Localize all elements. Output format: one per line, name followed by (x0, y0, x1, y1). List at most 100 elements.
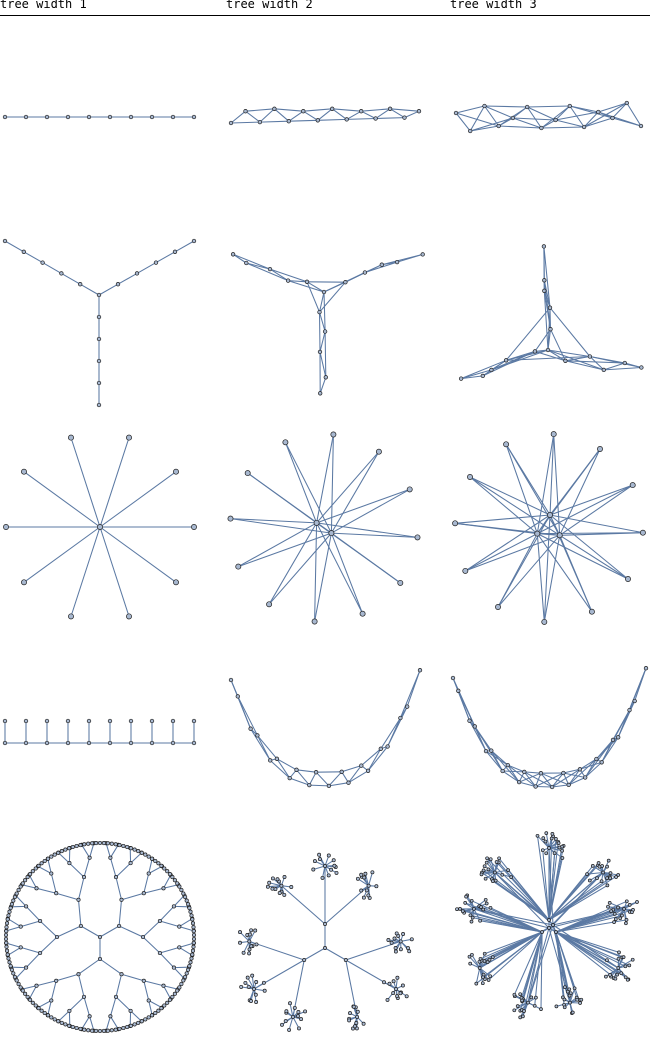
graph-edge (269, 759, 291, 779)
graph-node (562, 997, 567, 1002)
graph-node (608, 973, 612, 977)
graph-node (455, 907, 459, 912)
graph-edge (142, 920, 161, 938)
graph-edge (306, 281, 321, 313)
graph-edge (562, 772, 570, 786)
graph-node (331, 858, 336, 863)
graph-node (635, 900, 639, 904)
graph-edge (316, 451, 380, 524)
graph-edge (115, 996, 132, 1012)
graph-node (506, 868, 510, 872)
graph-node (334, 870, 339, 875)
graph-edge (579, 761, 603, 770)
graph-edge (105, 1015, 111, 1032)
graph-node (249, 928, 254, 933)
graph-node (605, 883, 610, 888)
graph-node (243, 980, 248, 985)
graph-node (14, 891, 19, 896)
graph-node (480, 373, 485, 379)
graph-node (157, 950, 162, 956)
graph-node (153, 260, 159, 265)
graph-edge (548, 837, 553, 921)
graph-edge (634, 667, 647, 702)
graph-node (409, 937, 414, 942)
graph-node (21, 249, 26, 254)
graph-node (117, 843, 122, 848)
graph-node (113, 875, 119, 880)
graph-edge (568, 758, 597, 786)
graph-edge (548, 847, 563, 852)
graph-node (512, 1008, 517, 1013)
graph-node (553, 117, 558, 123)
graph-node (189, 956, 194, 961)
graph-edge (469, 476, 551, 516)
graph-edge (536, 484, 634, 535)
graph-edge (568, 768, 581, 786)
graph-node (267, 266, 273, 272)
graph-node (478, 918, 482, 923)
graph-edge (540, 931, 543, 1010)
graph-edge (248, 929, 256, 942)
graph-edge (562, 772, 586, 779)
graph-node (469, 919, 474, 924)
graph-node (265, 884, 270, 889)
graph-node (521, 1014, 525, 1019)
graph-edge (579, 758, 597, 770)
graph-edge (507, 764, 537, 788)
graph-node (239, 984, 244, 989)
graph-edge (287, 280, 325, 293)
graph-node (76, 897, 81, 902)
graph-edge (490, 750, 520, 783)
graph-edge (547, 349, 591, 358)
graph-node (68, 613, 74, 620)
graph-edge (306, 281, 325, 293)
graph-edge (551, 784, 570, 788)
graph-node (389, 940, 394, 945)
graph-edge (288, 119, 319, 122)
graph-edge (118, 925, 144, 938)
graph-node (490, 955, 495, 960)
graph-edge (155, 251, 176, 264)
graph-edge (545, 832, 550, 849)
graph-edge (555, 914, 623, 933)
graph-node (458, 376, 464, 381)
graph-node (317, 857, 322, 862)
graph-node (190, 952, 195, 957)
graph-edge (559, 534, 629, 580)
graph-node (398, 991, 403, 996)
graph-node (49, 1015, 54, 1020)
graph-node (542, 288, 547, 293)
graph-node (235, 563, 242, 570)
graph-node (107, 114, 113, 120)
graph-node (40, 260, 45, 265)
graph-node (625, 576, 631, 582)
graph-node (375, 448, 382, 455)
graph-edge (597, 102, 628, 113)
graph-node (394, 931, 399, 936)
graph-edge (536, 533, 629, 580)
graph-complete-tree-tw3 (455, 831, 639, 1020)
graph-edge (502, 770, 520, 783)
graph-node (2, 238, 8, 244)
graph-edge (367, 745, 389, 772)
graph-node (97, 956, 103, 962)
graph-edge (559, 448, 601, 536)
graph-edge (555, 931, 565, 1001)
graph-edge (497, 514, 551, 608)
graph-node (489, 367, 494, 373)
graph-edge (269, 268, 308, 283)
graph-edge (81, 1015, 91, 1030)
graph-node (67, 861, 72, 866)
graph-node (86, 718, 92, 724)
graph-edge (469, 117, 514, 132)
graph-node (639, 365, 644, 370)
graph-node (243, 109, 248, 114)
graph-node (594, 756, 599, 762)
graph-node (608, 876, 613, 880)
graph-node (159, 863, 164, 868)
graph-edge (486, 857, 496, 874)
graph-edge (143, 980, 150, 1002)
graph-node (165, 1000, 170, 1005)
graph-node (361, 1021, 366, 1026)
graph-edge (483, 105, 500, 127)
